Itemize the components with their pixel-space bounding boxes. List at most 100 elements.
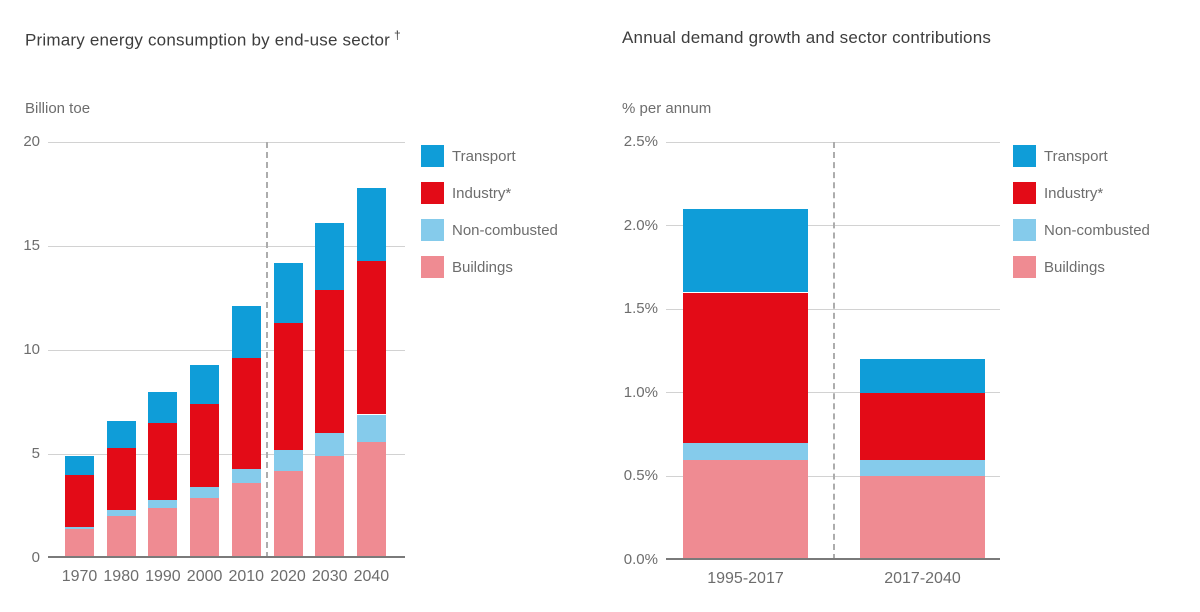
bar-segment-non-combusted-2030 (315, 433, 345, 457)
legend-right: Transport Industry* Non-combusted Buildings (1013, 145, 1150, 293)
chart-title-right-text: Annual demand growth and sector contribu… (622, 28, 992, 47)
bar-segment-transport-2010 (231, 306, 261, 359)
legend-item-buildings: Buildings (421, 256, 558, 278)
bar-segment-non-combusted-2000 (190, 487, 220, 498)
legend-label-non-combusted: Non-combusted (452, 221, 558, 239)
x-axis-baseline (666, 558, 1000, 560)
non-combusted-color-swatch (1013, 219, 1036, 241)
legend-label-buildings: Buildings (452, 258, 513, 276)
y-tick-label-15: 15 (23, 237, 40, 254)
projection-divider-line (833, 142, 835, 560)
legend-item-non-combusted: Non-combusted (1013, 219, 1150, 241)
bar-segment-industry-1990 (148, 422, 178, 500)
bar-segment-non-combusted-1995-2017 (683, 442, 808, 460)
chart-title-left: Primary energy consumption by end-use se… (25, 28, 401, 51)
bar-segment-industry-2010 (231, 358, 261, 469)
bar-segment-buildings-2030 (315, 456, 345, 558)
x-tick-label-2017-2040: 2017-2040 (884, 570, 961, 587)
bar-segment-non-combusted-1970 (65, 526, 94, 529)
legend-label-industry: Industry* (452, 184, 512, 202)
bar-segment-buildings-2040 (356, 441, 386, 558)
legend-label-non-combusted: Non-combusted (1044, 221, 1150, 239)
bar-segment-industry-2020 (273, 322, 303, 450)
chart-title-right: Annual demand growth and sector contribu… (622, 28, 991, 48)
bar-segment-buildings-2010 (231, 483, 261, 558)
x-tick-label-1980: 1980 (103, 568, 139, 585)
y-tick-label-0: 0 (31, 549, 40, 566)
industry-color-swatch (1013, 182, 1036, 204)
bar-segment-transport-2020 (273, 262, 303, 323)
x-tick-label-1990: 1990 (145, 568, 181, 585)
y-tick-label-10: 10 (23, 341, 40, 358)
non-combusted-color-swatch (421, 219, 444, 241)
bar-segment-transport-2040 (356, 187, 386, 261)
x-tick-label-2030: 2030 (311, 568, 348, 585)
x-tick-label-1970: 1970 (61, 568, 98, 585)
bar-segment-transport-1980 (106, 420, 136, 448)
bar-segment-buildings-2017-2040 (860, 476, 985, 560)
legend-label-transport: Transport (452, 147, 516, 165)
gridline-20 (48, 141, 405, 143)
x-tick-label-2010: 2010 (228, 568, 265, 585)
bar-segment-industry-2017-2040 (860, 392, 985, 460)
bar-segment-non-combusted-2017-2040 (860, 459, 985, 477)
bar-segment-buildings-1970 (65, 528, 94, 558)
bar-segment-buildings-1995-2017 (683, 459, 808, 560)
bar-segment-transport-1970 (65, 456, 94, 475)
bar-segment-buildings-2000 (190, 497, 220, 558)
y-axis-unit-right: % per annum (622, 100, 712, 117)
y-tick-label-1-5: 1.5% (623, 300, 658, 318)
y-tick-label-2-5: 2.5% (623, 133, 658, 150)
legend-item-transport: Transport (421, 145, 558, 167)
projection-divider-line (266, 142, 269, 558)
transport-color-swatch (421, 145, 444, 167)
legend-item-transport: Transport (1013, 145, 1150, 167)
chart-title-left-text: Primary energy consumption by end-use se… (25, 30, 391, 50)
x-tick-label-2020: 2020 (270, 568, 306, 585)
x-tick-label-2000: 2000 (186, 568, 223, 585)
bar-segment-non-combusted-2020 (273, 449, 303, 471)
bar-segment-industry-2040 (356, 260, 386, 415)
legend-item-buildings: Buildings (1013, 256, 1150, 278)
plot-area-right: 2.5% 2.0% 1.5% 1.0% 0.5% 0.0% 1995-2017 2017-20… (624, 134, 1000, 587)
bar-segment-transport-1995-2017 (683, 208, 808, 293)
legend-left: Transport Industry* Non-combusted Buildings (421, 145, 558, 293)
bar-segment-transport-2000 (190, 364, 220, 405)
legend-item-non-combusted: Non-combusted (421, 219, 558, 241)
bar-segment-buildings-1980 (106, 516, 136, 558)
bar-segment-industry-1980 (106, 447, 136, 511)
legend-label-industry: Industry* (1044, 184, 1104, 202)
legend-item-industry: Industry* (1013, 182, 1150, 204)
bar-segment-industry-2030 (315, 289, 345, 434)
bar-segment-buildings-2020 (273, 470, 303, 558)
bar-segment-industry-1995-2017 (683, 292, 808, 443)
x-axis-baseline (48, 556, 405, 558)
buildings-color-swatch (421, 256, 444, 278)
bar-segment-non-combusted-1980 (106, 510, 136, 517)
dagger-superscript: † (394, 28, 401, 42)
bar-segment-buildings-1990 (148, 508, 178, 558)
y-axis-unit-left: Billion toe (25, 100, 91, 117)
plot-area-left: 20 15 10 5 0 1970 1980 1990 2000 2010 2020 2030 2040 (23, 134, 405, 585)
bar-segment-transport-2030 (315, 223, 345, 290)
gridline-5 (48, 453, 405, 455)
gridline-15 (48, 245, 405, 247)
y-tick-label-2-0: 2.0% (623, 216, 658, 234)
x-tick-label-1995-2017: 1995-2017 (707, 570, 784, 587)
y-tick-label-0-5: 0.5% (623, 467, 658, 485)
x-tick-label-2040: 2040 (353, 568, 390, 585)
legend-item-industry: Industry* (421, 182, 558, 204)
bar-segment-non-combusted-2040 (356, 414, 386, 442)
buildings-color-swatch (1013, 256, 1036, 278)
bar-segment-non-combusted-1990 (148, 499, 178, 509)
bar-segment-transport-2017-2040 (860, 359, 985, 393)
bar-segment-industry-1970 (65, 474, 94, 527)
y-tick-label-5: 5 (31, 445, 40, 462)
bar-segment-industry-2000 (190, 404, 220, 488)
bar-segment-transport-1990 (148, 391, 178, 423)
industry-color-swatch (421, 182, 444, 204)
y-tick-label-0-0: 0.0% (623, 551, 658, 568)
y-tick-label-1-0: 1.0% (623, 383, 658, 401)
bar-segment-non-combusted-2010 (231, 468, 261, 484)
